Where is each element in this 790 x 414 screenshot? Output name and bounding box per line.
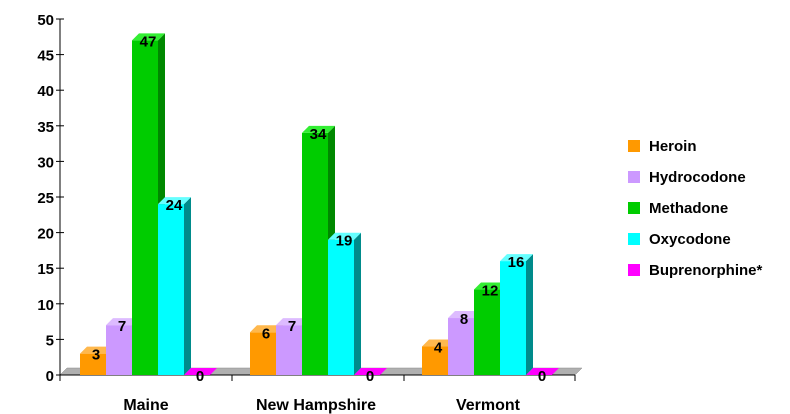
bar-top [328,232,361,240]
bar [276,325,302,375]
bar [250,332,276,375]
y-tick-label: 30 [37,154,54,171]
data-label: 6 [262,325,270,342]
data-label: 7 [288,318,296,335]
bar [158,204,184,375]
x-category-label: New Hampshire [256,397,376,414]
bar-top [422,339,455,347]
data-label: 0 [196,368,204,385]
y-tick-label: 50 [37,12,54,29]
legend-label: Hydrocodone [649,169,746,186]
y-tick-label: 15 [37,261,54,278]
bar [526,368,559,375]
legend-label: Methadone [649,200,728,217]
bar-top [250,325,283,333]
bar [106,325,132,375]
y-tick-label: 0 [46,368,54,385]
bar [80,353,106,375]
chart-legend: Heroin Hydrocodone Methadone Oxycodone Bupre… [628,138,762,279]
legend-label: Buprenorphine* [649,262,762,279]
legend-swatch [628,140,640,152]
data-label: 19 [336,233,353,250]
bar [448,318,474,375]
y-tick-label: 25 [37,190,54,207]
x-category-label: Maine [123,397,168,414]
bar-top [474,282,507,290]
data-label: 12 [482,283,499,300]
bar [302,132,328,375]
bar [354,368,387,375]
data-label: 24 [166,197,183,214]
legend-label: Heroin [649,138,697,155]
bar-top [302,125,335,133]
bar-side [526,254,533,375]
data-label: 7 [118,318,126,335]
bar [500,261,526,375]
y-tick-label: 20 [37,226,54,243]
bar-side [184,197,191,375]
data-label: 47 [140,33,157,50]
legend-swatch [628,202,640,214]
y-tick-label: 45 [37,48,54,65]
data-label: 16 [508,254,525,271]
data-label: 34 [310,126,327,143]
data-label: 3 [92,347,100,364]
x-category-label: Vermont [456,397,521,414]
bar [132,40,158,376]
bar-top [106,318,139,326]
bar [328,239,354,375]
legend-swatch [628,233,640,245]
bar-top [448,311,481,319]
y-tick-label: 35 [37,119,54,136]
bar [474,289,500,375]
data-label: 4 [434,340,443,357]
bar [422,346,448,375]
legend-label: Oxycodone [649,231,731,248]
legend-swatch [628,171,640,183]
chart-bars [80,33,559,376]
y-tick-label: 5 [46,332,54,349]
data-label: 8 [460,311,468,328]
data-label: 0 [538,368,546,385]
bar-top [132,33,165,41]
bar [184,368,217,375]
y-tick-label: 10 [37,297,54,314]
bar-side [354,232,361,375]
data-label: 0 [366,368,374,385]
y-tick-label: 40 [37,83,54,100]
bar-top [80,346,113,354]
legend-swatch [628,264,640,276]
bar-top [276,318,309,326]
bar-top [158,197,191,205]
bar-top [500,254,533,262]
